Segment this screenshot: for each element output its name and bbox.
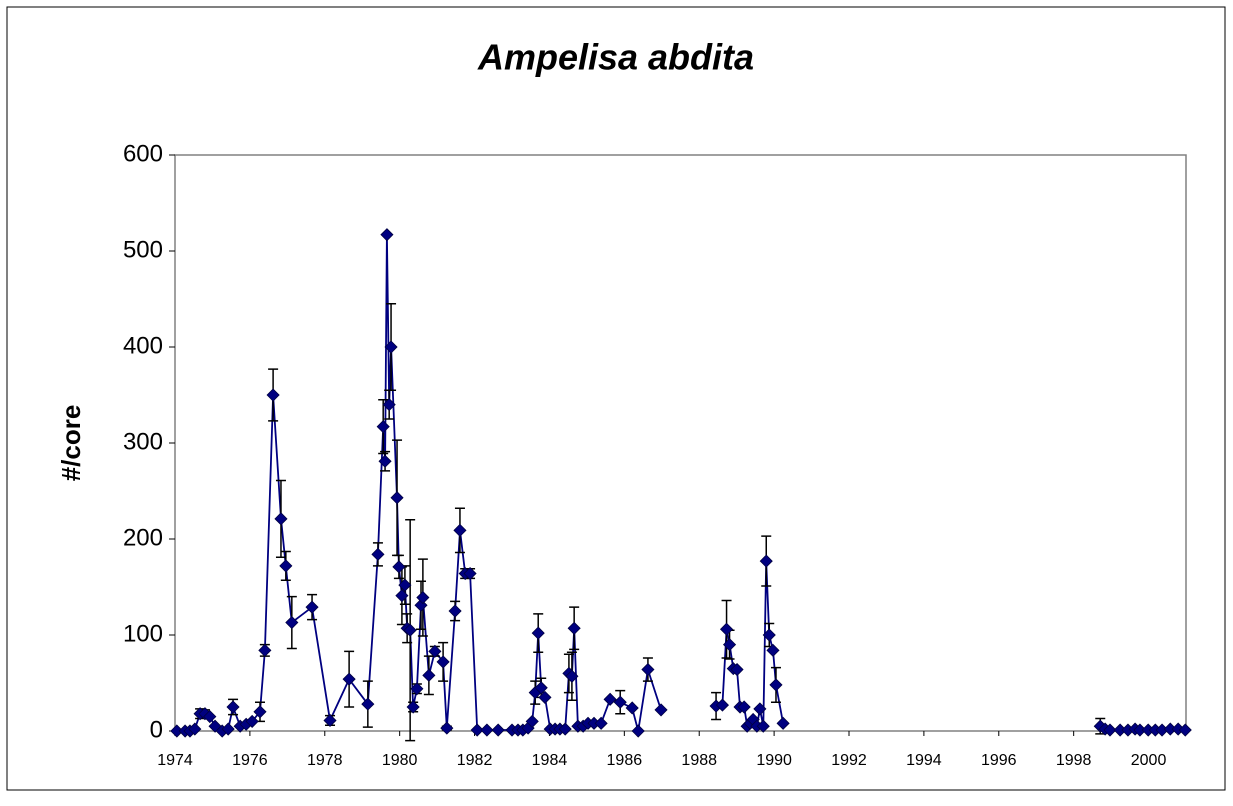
data-point [208,719,222,733]
x-tick-label: 1994 [906,752,942,769]
data-point [531,626,545,640]
data-point [392,560,406,574]
x-tick-label: 1980 [382,752,418,769]
data-point [274,512,288,526]
data-point [538,690,552,704]
data-point [323,713,337,728]
data-point [384,340,398,354]
x-tick-label: 1996 [981,752,1017,769]
data-point [759,554,773,568]
data-point [769,678,783,692]
data-point [641,662,655,677]
data-point [440,721,454,735]
data-point [380,228,394,242]
data-point [491,723,505,737]
data-point [342,672,356,686]
data-point [416,590,430,605]
data-point [463,566,477,581]
data-point [221,722,235,736]
data-point [753,702,767,716]
x-tick-label: 1976 [232,752,268,769]
y-tick-label: 0 [150,716,163,743]
x-tick-label: 2000 [1131,752,1167,769]
data-point [378,454,392,468]
data-point [279,559,293,573]
data-point [722,638,737,652]
data-point [730,662,744,677]
data-point [613,695,627,709]
data-point [631,724,645,738]
data-point [766,643,780,657]
data-point [285,615,299,630]
data-point [245,714,259,728]
data-point [376,420,390,434]
x-tick-label: 1988 [681,752,717,769]
data-point [258,643,272,657]
x-tick-label: 1990 [756,752,792,769]
x-tick-label: 1986 [607,752,643,769]
data-point [567,621,581,635]
data-point [737,700,751,714]
data-point [371,547,385,561]
data-point [226,700,240,714]
data-point [654,703,668,717]
data-point [390,491,404,505]
data-point [266,388,280,402]
chart-title: Ampelisa abdita [477,37,754,78]
data-point [625,701,639,715]
data-point [558,722,572,736]
x-tick-label: 1978 [307,752,343,769]
data-point [525,714,539,728]
data-point [305,600,319,614]
x-tick-label: 1992 [831,752,867,769]
y-tick-label: 500 [123,236,163,263]
y-axis-label: #/core [56,405,86,482]
y-tick-label: 100 [123,620,163,647]
x-tick-label: 1982 [457,752,493,769]
data-point [361,697,375,711]
x-tick-label: 1984 [532,752,568,769]
data-point [1178,723,1192,737]
data-point [428,644,442,658]
data-point [410,682,424,696]
data-point [422,668,436,682]
data-point [480,723,494,737]
data-point [603,692,617,706]
data-point [1103,723,1117,737]
data-point [565,669,579,683]
data-point [395,589,409,603]
data-point [776,716,790,730]
x-tick-label: 1974 [157,752,193,769]
data-point [453,523,467,537]
data-point [534,681,548,695]
data-point [762,628,776,642]
data-point [756,719,770,733]
data-point [470,723,484,737]
data-point [594,716,608,730]
data-point [406,700,420,714]
data-point [253,705,267,719]
y-tick-label: 300 [123,428,163,455]
data-point [403,623,417,637]
y-tick-label: 200 [123,524,163,551]
y-tick-label: 600 [123,140,163,167]
data-point [719,622,734,636]
data-point [188,722,202,736]
x-tick-label: 1998 [1056,752,1092,769]
data-point [448,604,462,618]
data-point [382,398,396,412]
data-point [436,655,450,669]
data-point [398,578,412,592]
data-point [715,698,730,712]
y-tick-label: 400 [123,332,163,359]
chart-frame [6,6,1226,791]
data-point [203,710,217,724]
